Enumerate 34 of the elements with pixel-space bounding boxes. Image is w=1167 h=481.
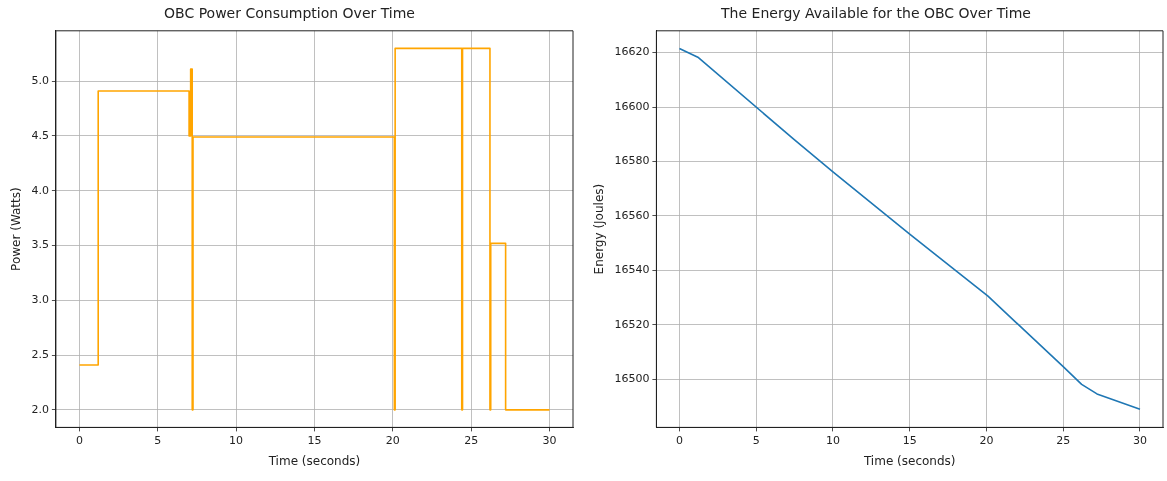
y-tick-label: 4.0	[31, 183, 49, 197]
y-tick-label: 16500	[614, 372, 650, 386]
y-tick-label: 16580	[614, 154, 650, 168]
y-tick-label: 5.0	[31, 74, 49, 88]
y-tick-label: 4.5	[31, 128, 49, 142]
y-tick-label: 16540	[614, 263, 650, 277]
x-tick-label: 25	[464, 433, 479, 447]
x-tick-label: 30	[542, 433, 557, 447]
x-tick-label: 20	[385, 433, 400, 447]
y-tick-label: 3.0	[31, 293, 49, 307]
x-tick-label: 25	[1056, 433, 1071, 447]
y-tick-label: 2.0	[31, 402, 49, 416]
x-axis-title: Time (seconds)	[862, 453, 956, 468]
y-tick-label: 3.5	[31, 238, 49, 252]
y-tick-label: 16560	[614, 208, 650, 222]
x-tick-label: 10	[825, 433, 840, 447]
y-tick-label: 16520	[614, 317, 650, 331]
x-tick-label: 15	[902, 433, 917, 447]
y-axis-title: Energy (Joules)	[592, 183, 607, 275]
y-axis-title: Power (Watts)	[9, 187, 24, 271]
x-tick-label: 5	[752, 433, 760, 447]
x-tick-label: 15	[307, 433, 322, 447]
x-tick-label: 5	[154, 433, 162, 447]
y-tick-label: 2.5	[31, 347, 49, 361]
x-tick-label: 30	[1132, 433, 1147, 447]
x-axis-title: Time (seconds)	[267, 453, 361, 468]
x-tick-label: 10	[229, 433, 244, 447]
y-tick-label: 16600	[614, 99, 650, 113]
y-tick-label: 16620	[614, 45, 650, 59]
chart-title: OBC Power Consumption Over Time	[164, 5, 415, 22]
x-tick-label: 0	[75, 433, 83, 447]
x-tick-label: 0	[675, 433, 683, 447]
chart-title: The Energy Available for the OBC Over Time	[720, 5, 1031, 22]
x-tick-label: 20	[979, 433, 994, 447]
